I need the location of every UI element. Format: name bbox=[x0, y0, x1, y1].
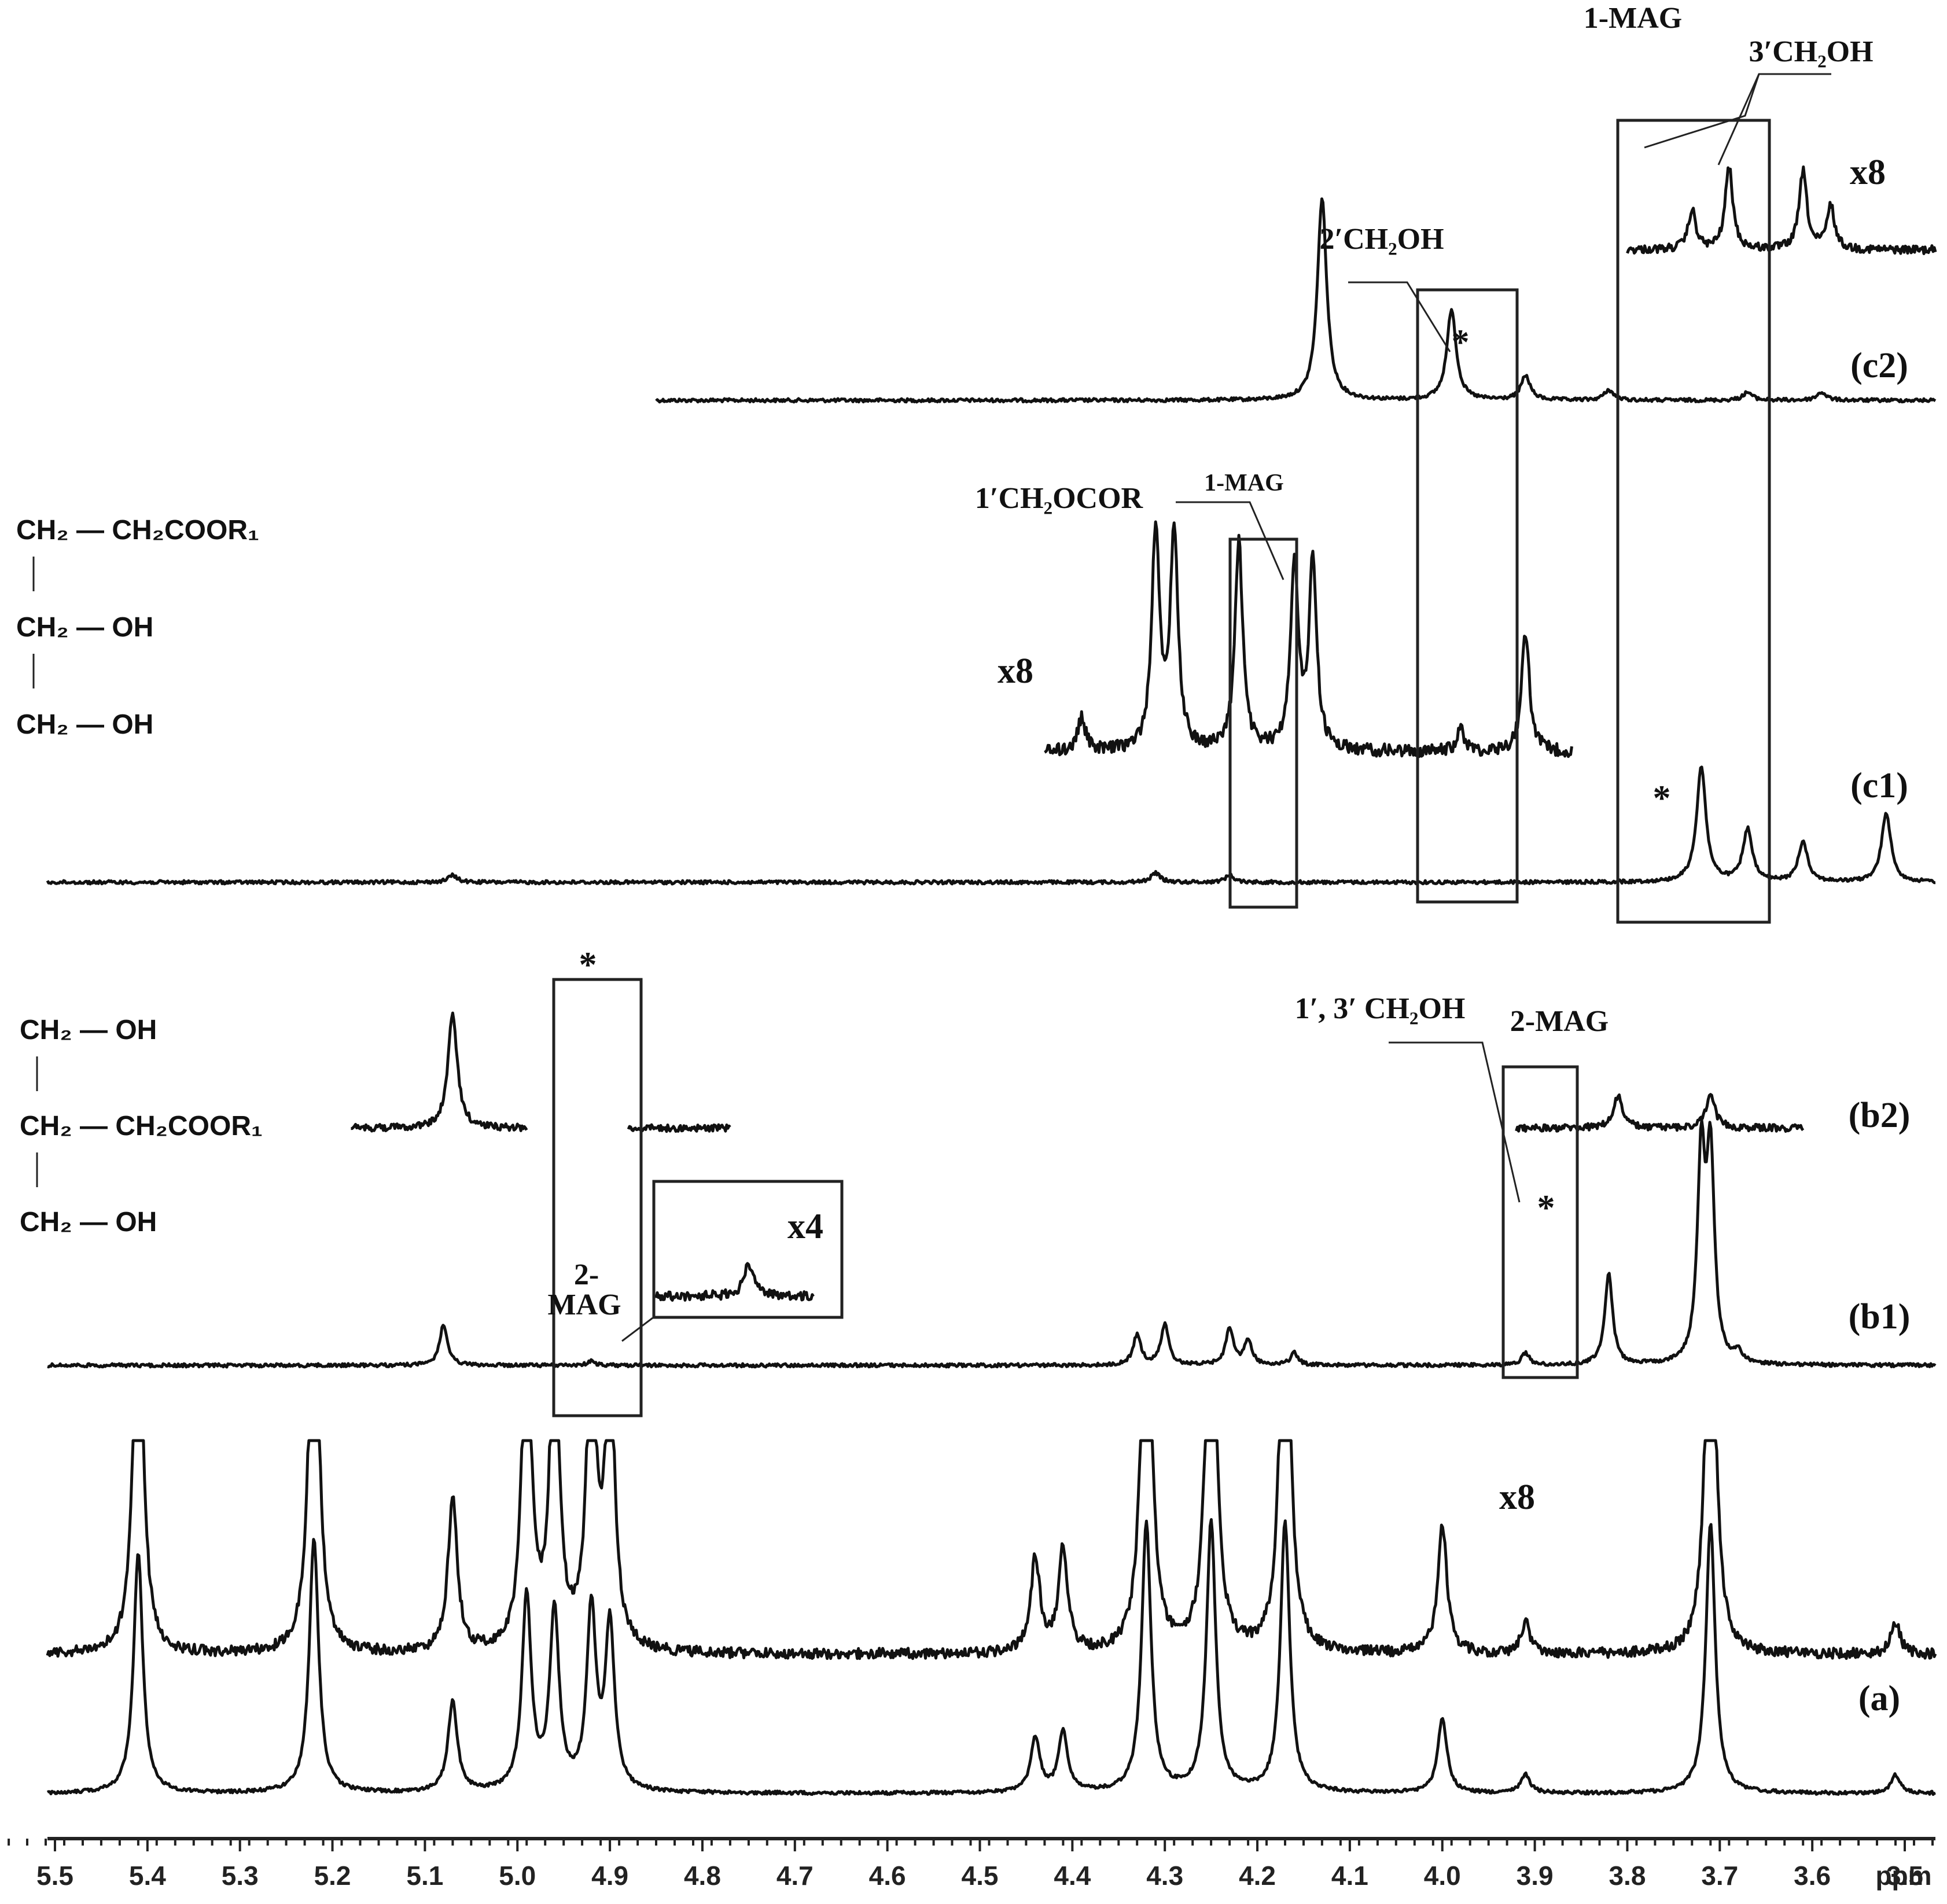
asterisk-b-box: * bbox=[579, 945, 597, 985]
spectrum-label-c2: (c2) bbox=[1850, 346, 1908, 385]
label-2mag-b1-line1: 2- bbox=[574, 1258, 599, 1291]
x-axis-tick-labels: 5.5 5.4 5.3 5.2 5.1 5.0 4.9 4.8 4.7 4.6 4.5 4.4 4.3 4… bbox=[36, 1861, 1923, 1891]
asterisk-c1: * bbox=[1653, 779, 1671, 818]
spectrum-inset-a-x8 bbox=[46, 1439, 1937, 1660]
x-tick-label-3-5: 3.5 bbox=[1886, 1861, 1923, 1891]
label-2mag-b1-line2: MAG bbox=[547, 1288, 621, 1321]
leader-1mag-c1 bbox=[1176, 501, 1284, 580]
asterisk-b1: * bbox=[1537, 1188, 1555, 1228]
spectrum-label-b2: (b2) bbox=[1849, 1096, 1911, 1135]
spectrum-inset-b1-x4 bbox=[654, 1262, 815, 1302]
spectrum-trace-a bbox=[46, 1518, 1936, 1796]
scale-label-c2-inset: x8 bbox=[1850, 153, 1886, 192]
x-tick-label-3-8: 3.8 bbox=[1609, 1861, 1646, 1891]
structure-2mag-row2: CH₂ — CH₂COOR₁ bbox=[20, 1111, 263, 1141]
leader-1mag-c2 bbox=[1644, 73, 1760, 149]
x-tick-label-5-4: 5.4 bbox=[129, 1861, 166, 1891]
x-tick-label-5-5: 5.5 bbox=[36, 1861, 73, 1891]
structure-1mag-row1: CH₂ — CH₂COOR₁ bbox=[16, 515, 259, 546]
label-2mag-b1: 2- MAG bbox=[547, 1258, 621, 1321]
scale-label-c1-inset: x8 bbox=[998, 651, 1033, 691]
x-axis-title: ppm bbox=[1875, 1861, 1931, 1891]
structure-1mag-row2: CH₂ — OH bbox=[16, 612, 153, 643]
spectrum-trace-b1 bbox=[47, 1119, 1937, 1369]
x-tick-label-5-3: 5.3 bbox=[222, 1861, 259, 1891]
leader-2ch2oh bbox=[1348, 281, 1451, 352]
x-tick-label-4-4: 4.4 bbox=[1054, 1861, 1091, 1891]
x-tick-label-4-6: 4.6 bbox=[869, 1861, 906, 1891]
spectrum-label-c1: (c1) bbox=[1850, 766, 1908, 805]
x-tick-label-3-6: 3.6 bbox=[1794, 1861, 1831, 1891]
label-1mag-c2: 1-MAG bbox=[1584, 2, 1682, 35]
structure-2mag-row1: CH₂ — OH bbox=[20, 1015, 157, 1045]
structure-1mag: CH₂ — CH₂COOR₁ CH₂ — OH CH₂ — OH bbox=[16, 515, 259, 740]
highlight-box-2ch2oh bbox=[1416, 288, 1519, 904]
leader-1-3-ch2oh bbox=[1389, 1041, 1521, 1203]
highlight-box-1mag-3ch2oh bbox=[1616, 119, 1771, 924]
scale-label-a-inset: x8 bbox=[1499, 1478, 1535, 1517]
x-tick-label-4-8: 4.8 bbox=[684, 1861, 721, 1891]
label-1mag-c1: 1-MAG bbox=[1204, 470, 1284, 496]
label-2ch2oh: 2′CH₂OH bbox=[1319, 223, 1444, 256]
label-1-3-ch2oh: 1′, 3′ CH₂OH bbox=[1295, 992, 1466, 1025]
structure-2mag-row3: CH₂ — OH bbox=[20, 1207, 157, 1238]
x-tick-label-4-1: 4.1 bbox=[1331, 1861, 1368, 1891]
x-tick-label-5-2: 5.2 bbox=[314, 1861, 351, 1891]
structure-1mag-row3: CH₂ — OH bbox=[16, 709, 153, 740]
highlight-box-star-b bbox=[552, 978, 643, 1417]
inset-frame-b1-x4 bbox=[652, 1180, 844, 1319]
spectrum-trace-c2 bbox=[655, 197, 1937, 404]
leader-2mag-b1 bbox=[621, 1317, 653, 1342]
asterisk-c2: * bbox=[1452, 323, 1470, 362]
spectrum-label-a: (a) bbox=[1858, 1679, 1900, 1718]
x-tick-label-4-3: 4.3 bbox=[1146, 1861, 1183, 1891]
structure-2mag: CH₂ — OH CH₂ — CH₂COOR₁ CH₂ — OH bbox=[20, 1015, 263, 1238]
x-axis-ticks bbox=[8, 1839, 1934, 1851]
x-tick-label-3-7: 3.7 bbox=[1701, 1861, 1738, 1891]
x-tick-label-4-7: 4.7 bbox=[776, 1861, 814, 1891]
spectrum-trace-c1 bbox=[46, 765, 1936, 886]
spectrum-inset-c2-x8 bbox=[1626, 165, 1937, 255]
spectrum-label-b1: (b1) bbox=[1849, 1297, 1911, 1336]
x-tick-label-5-1: 5.1 bbox=[406, 1861, 443, 1891]
leader-3ch2oh bbox=[1717, 73, 1831, 165]
spectrum-inset-c1-x8 bbox=[1044, 520, 1573, 758]
x-tick-label-4-9: 4.9 bbox=[591, 1861, 628, 1891]
x-tick-label-4-5: 4.5 bbox=[962, 1861, 999, 1891]
x-tick-label-4-0: 4.0 bbox=[1424, 1861, 1461, 1891]
label-3ch2oh: 3′CH₂OH bbox=[1749, 35, 1873, 68]
x-tick-label-4-2: 4.2 bbox=[1239, 1861, 1276, 1891]
scale-label-b1-inset: x4 bbox=[787, 1207, 823, 1246]
highlight-box-2mag-b bbox=[1501, 1065, 1579, 1379]
label-1ch2ocor: 1′CH₂OCOR bbox=[975, 482, 1144, 515]
spectrum-trace-b2 bbox=[351, 1011, 1805, 1133]
x-tick-label-3-9: 3.9 bbox=[1517, 1861, 1554, 1891]
x-tick-label-5-0: 5.0 bbox=[499, 1861, 536, 1891]
label-2mag-b2: 2-MAG bbox=[1510, 1005, 1609, 1038]
highlight-box-1mag-c1 bbox=[1228, 537, 1298, 909]
